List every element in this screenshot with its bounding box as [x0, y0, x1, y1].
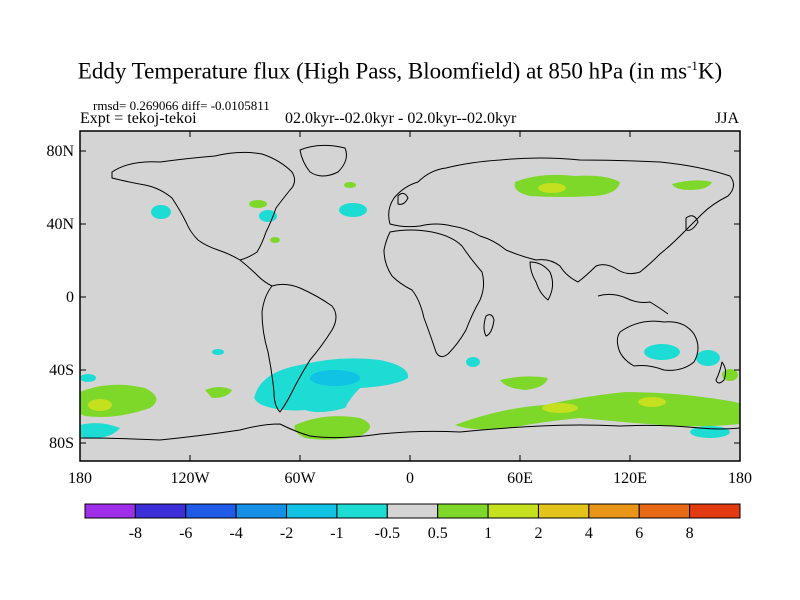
anomaly-patch: [259, 210, 277, 222]
colorbar-swatch: [689, 503, 741, 519]
coastline-british-isles: [397, 192, 409, 205]
lon-label: 120E: [613, 470, 647, 487]
colorbar-label: -4: [229, 525, 242, 542]
colorbar-label: 1: [484, 525, 492, 542]
colorbar-swatch: [537, 503, 590, 519]
anomaly-patch: [538, 183, 566, 193]
colorbar-swatch: [235, 503, 288, 519]
experiment-label: Expt = tekoj-tekoi: [80, 110, 197, 127]
coastline-australia: [616, 320, 699, 371]
anomaly-patch: [151, 205, 171, 219]
colorbar-swatch: [487, 503, 539, 519]
anomaly-patch: [672, 180, 712, 190]
lat-label: 80S: [49, 435, 74, 452]
coastline-eurasia: [388, 157, 734, 283]
lon-tick-marks: [79, 131, 741, 461]
colorbar-swatch: [286, 503, 338, 519]
colorbar-label: 8: [686, 525, 694, 542]
coastline-maritime-continent: [597, 293, 669, 315]
lon-label: 180: [68, 470, 92, 487]
coastline-new-zealand: [715, 361, 727, 384]
colorbar-label: -2: [280, 525, 293, 542]
colorbar-swatch: [336, 503, 388, 519]
anomaly-patch: [455, 392, 740, 430]
anomaly-patch: [294, 416, 370, 440]
colorbar-label: -0.5: [375, 525, 400, 542]
coastline-india: [529, 261, 554, 301]
colorbar-swatch: [185, 503, 237, 519]
anomaly-patch: [80, 374, 96, 382]
anomaly-patch: [466, 357, 480, 367]
coastline-central-america: [239, 259, 273, 287]
anomaly-patch: [344, 182, 356, 188]
lat-label: 0: [66, 289, 74, 306]
colorbar-label: -1: [330, 525, 343, 542]
anomaly-patch: [212, 349, 224, 355]
colorbar-swatch: [588, 503, 640, 519]
anomaly-patch: [638, 397, 666, 407]
anomaly-patch: [310, 370, 360, 386]
lat-label: 40N: [46, 216, 74, 233]
colorbar-label: 6: [635, 525, 643, 542]
anomaly-patch: [500, 376, 548, 390]
coastlines: [79, 144, 741, 441]
season-label: JJA: [715, 110, 740, 127]
coastline-greenland: [299, 144, 347, 177]
anomaly-patch: [205, 387, 232, 398]
stats-label: rmsd= 0.269066 diff= -0.0105811: [93, 98, 270, 113]
coastline-africa: [383, 229, 485, 358]
lon-label: 60E: [507, 470, 533, 487]
coastline-madagascar: [483, 314, 495, 337]
lat-label: 80N: [46, 143, 74, 160]
coastline-south-america: [261, 283, 337, 413]
colorbar-label: 4: [585, 525, 593, 542]
anomaly-patch: [514, 174, 620, 197]
anomaly-patch: [270, 237, 280, 243]
anomaly-patch: [696, 350, 720, 366]
lat-label: 40S: [49, 362, 74, 379]
anomaly-patch: [249, 200, 267, 208]
colorbar-swatch: [437, 503, 489, 519]
anomaly-field: [80, 174, 740, 440]
lon-label: 180: [728, 470, 752, 487]
lon-label: 0: [406, 470, 414, 487]
colorbar-label: -6: [179, 525, 192, 542]
colorbar-label: -8: [129, 525, 142, 542]
lon-label: 60W: [284, 470, 316, 487]
coastline-japan: [685, 215, 699, 231]
lon-label: 120W: [170, 470, 210, 487]
coastline-antarctica: [79, 423, 741, 441]
coastline-north-america: [111, 151, 296, 261]
colorbar-label: 2: [534, 525, 542, 542]
figure-title: Eddy Temperature flux (High Pass, Bloomf…: [77, 58, 723, 84]
colorbar-label: 0.5: [428, 525, 448, 542]
anomaly-patch: [644, 344, 680, 360]
colorbar-swatch: [638, 503, 691, 519]
colorbar-swatch: [386, 503, 439, 519]
colorbar-labels: -8 -6 -4 -2 -1 -0.5 0.5 1 2 4 6 8: [129, 525, 694, 542]
anomaly-patch: [80, 423, 120, 439]
anomaly-patch: [339, 203, 367, 217]
period-label: 02.0kyr--02.0kyr - 02.0kyr--02.0kyr: [285, 110, 517, 127]
colorbar: [84, 503, 741, 519]
anomaly-patch: [542, 403, 578, 413]
colorbar-swatch: [84, 503, 136, 519]
anomaly-patch: [88, 399, 112, 411]
colorbar-swatch: [134, 503, 187, 519]
lat-tick-marks: [80, 150, 740, 444]
